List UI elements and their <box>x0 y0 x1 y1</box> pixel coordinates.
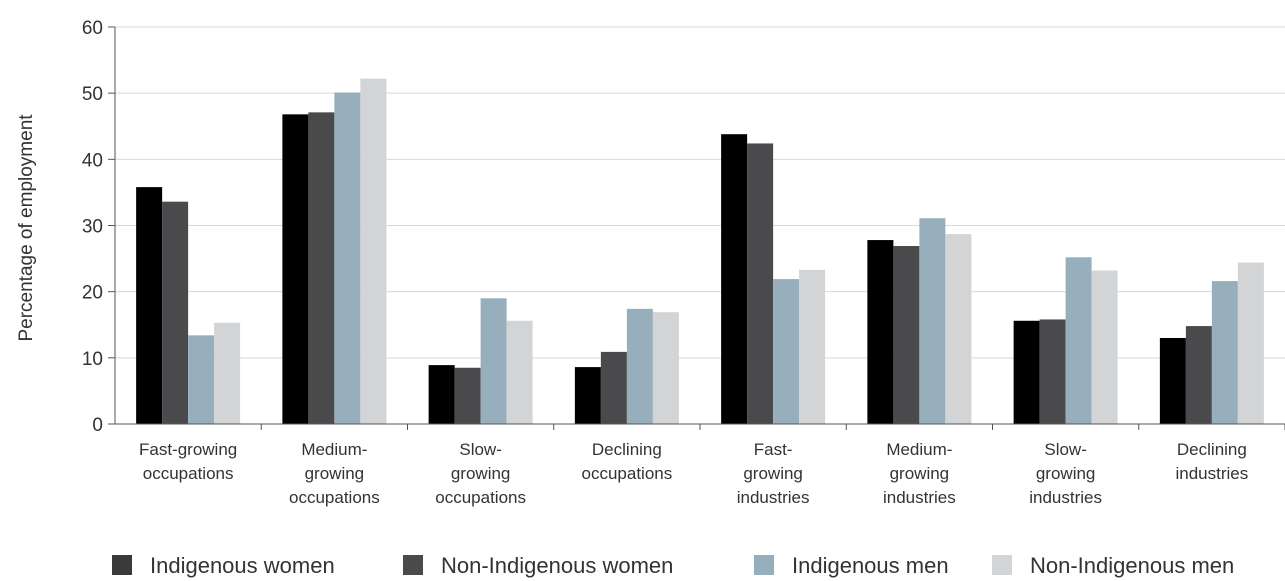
x-category-label: Slow- <box>459 440 502 459</box>
bar <box>867 240 894 424</box>
bar <box>282 114 309 424</box>
bar <box>162 201 189 424</box>
legend-swatch <box>754 555 774 575</box>
x-category-label: growing <box>1036 464 1096 483</box>
x-category-label: industries <box>1175 464 1248 483</box>
y-axis-title: Percentage of employment <box>16 114 37 342</box>
legend-label: Indigenous women <box>150 553 335 578</box>
bar <box>893 246 920 424</box>
x-category-label: industries <box>883 488 956 507</box>
bar <box>334 92 361 424</box>
x-category-label: growing <box>305 464 365 483</box>
bar <box>919 218 946 424</box>
x-axis: Fast-growing occupations Medium-growing occ… <box>115 423 1285 507</box>
y-tick-label: 60 <box>82 18 103 39</box>
bar <box>1013 320 1040 424</box>
y-tick-label: 0 <box>92 415 103 436</box>
bar <box>480 298 507 424</box>
legend-swatch <box>112 555 132 575</box>
bars <box>136 78 1264 425</box>
x-category-label: Fast- <box>754 440 793 459</box>
x-category-label: growing <box>451 464 511 483</box>
bar <box>799 269 826 424</box>
bar <box>1211 281 1238 424</box>
x-category-label: industries <box>1029 488 1102 507</box>
x-category-label: growing <box>743 464 803 483</box>
bar <box>360 78 387 425</box>
bar <box>574 367 601 424</box>
x-category-label: growing <box>890 464 950 483</box>
bar <box>652 312 679 424</box>
bar <box>600 351 627 424</box>
y-tick-label: 50 <box>82 84 103 105</box>
bar <box>1065 257 1092 424</box>
legend-item: Non-Indigenous women <box>403 553 673 578</box>
bar <box>308 112 335 424</box>
y-tick-label: 10 <box>82 349 103 370</box>
bar <box>506 320 533 424</box>
x-category-label: Slow- <box>1044 440 1087 459</box>
bar <box>188 335 215 424</box>
legend-label: Non-Indigenous men <box>1030 553 1234 578</box>
bar <box>1039 319 1066 424</box>
bar <box>454 367 481 424</box>
x-category-label: occupations <box>143 464 234 483</box>
x-category-label: Declining <box>1177 440 1247 459</box>
bar <box>1237 262 1264 424</box>
bar <box>773 279 800 424</box>
bar <box>1159 337 1186 424</box>
x-category-label: Declining <box>592 440 662 459</box>
bar <box>428 365 455 424</box>
bar <box>945 234 972 424</box>
legend-label: Indigenous men <box>792 553 949 578</box>
legend: Indigenous women Non-Indigenous women Indi… <box>112 553 1234 578</box>
bar <box>721 134 748 424</box>
x-category-label: industries <box>737 488 810 507</box>
legend-swatch <box>403 555 423 575</box>
y-axis: 0 10 20 30 40 50 60 <box>82 18 116 436</box>
bar <box>1185 326 1212 424</box>
bar <box>747 143 774 424</box>
x-category-label: Medium- <box>301 440 367 459</box>
x-category-label: occupations <box>582 464 673 483</box>
bar <box>136 187 163 424</box>
x-category-label: Fast-growing <box>139 440 237 459</box>
x-category-label: occupations <box>289 488 380 507</box>
bar <box>626 308 653 424</box>
legend-item: Non-Indigenous men <box>992 553 1234 578</box>
legend-item: Indigenous women <box>112 553 335 578</box>
y-tick-label: 40 <box>82 150 103 171</box>
x-category-label: occupations <box>435 488 526 507</box>
y-tick-label: 30 <box>82 217 103 238</box>
legend-item: Indigenous men <box>754 553 949 578</box>
legend-swatch <box>992 555 1012 575</box>
x-category-label: Medium- <box>886 440 952 459</box>
bar <box>214 322 241 424</box>
bar <box>1091 270 1118 424</box>
y-tick-label: 20 <box>82 283 103 304</box>
legend-label: Non-Indigenous women <box>441 553 673 578</box>
